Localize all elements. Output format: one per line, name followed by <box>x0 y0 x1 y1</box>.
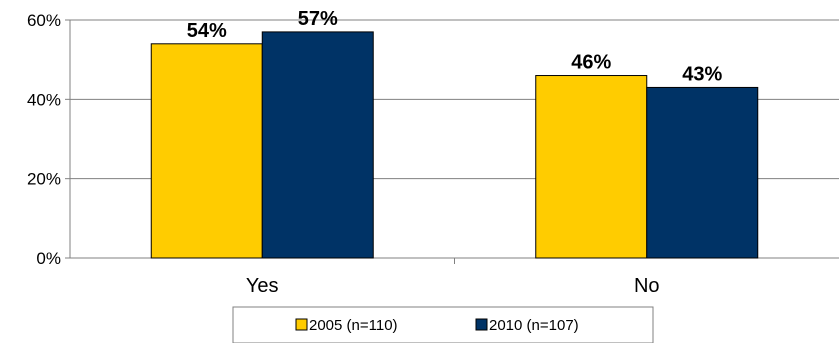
data-label: 46% <box>571 52 611 74</box>
data-label: 43% <box>682 63 722 85</box>
bar-yes-series-2 <box>261 31 374 259</box>
bar-yes-series-1 <box>150 43 263 259</box>
legend-swatch <box>295 318 308 331</box>
x-category-label: No <box>634 275 660 297</box>
y-tick-label: 20% <box>27 170 61 189</box>
legend-label: 2005 (n=110) <box>309 317 398 334</box>
data-label: 57% <box>298 8 338 30</box>
legend-swatch <box>475 318 488 331</box>
y-tick-label: 60% <box>27 11 61 30</box>
x-category-label: Yes <box>246 275 279 297</box>
y-tick-label: 40% <box>27 90 61 109</box>
data-label: 54% <box>187 20 227 42</box>
y-tick-label: 0% <box>36 249 61 268</box>
legend-label: 2010 (n=107) <box>489 317 579 334</box>
bar-no-series-1 <box>535 75 648 259</box>
bar-no-series-2 <box>646 86 759 259</box>
legend-box <box>232 306 654 343</box>
